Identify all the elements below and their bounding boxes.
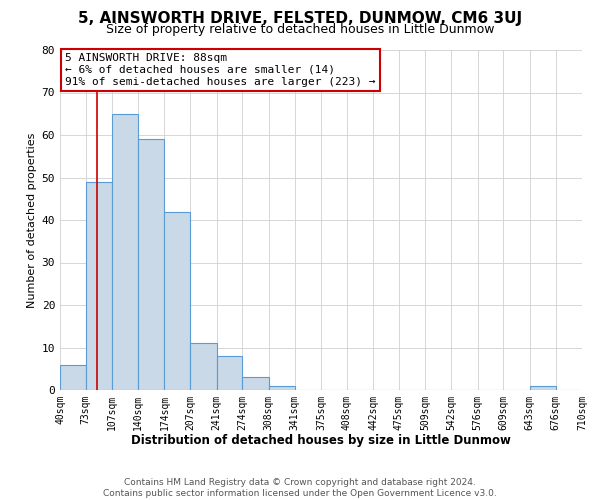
- Bar: [242, 378, 269, 390]
- Bar: [112, 114, 138, 390]
- Bar: [217, 356, 242, 390]
- Y-axis label: Number of detached properties: Number of detached properties: [28, 132, 37, 308]
- Text: Contains HM Land Registry data © Crown copyright and database right 2024.
Contai: Contains HM Land Registry data © Crown c…: [103, 478, 497, 498]
- Text: 5, AINSWORTH DRIVE, FELSTED, DUNMOW, CM6 3UJ: 5, AINSWORTH DRIVE, FELSTED, DUNMOW, CM6…: [78, 12, 522, 26]
- Text: 5 AINSWORTH DRIVE: 88sqm
← 6% of detached houses are smaller (14)
91% of semi-de: 5 AINSWORTH DRIVE: 88sqm ← 6% of detache…: [65, 54, 376, 86]
- X-axis label: Distribution of detached houses by size in Little Dunmow: Distribution of detached houses by size …: [131, 434, 511, 448]
- Bar: [190, 343, 217, 390]
- Bar: [138, 139, 164, 390]
- Bar: [269, 386, 295, 390]
- Bar: [164, 212, 190, 390]
- Bar: [86, 182, 112, 390]
- Bar: [530, 386, 556, 390]
- Text: Size of property relative to detached houses in Little Dunmow: Size of property relative to detached ho…: [106, 22, 494, 36]
- Bar: [60, 364, 86, 390]
